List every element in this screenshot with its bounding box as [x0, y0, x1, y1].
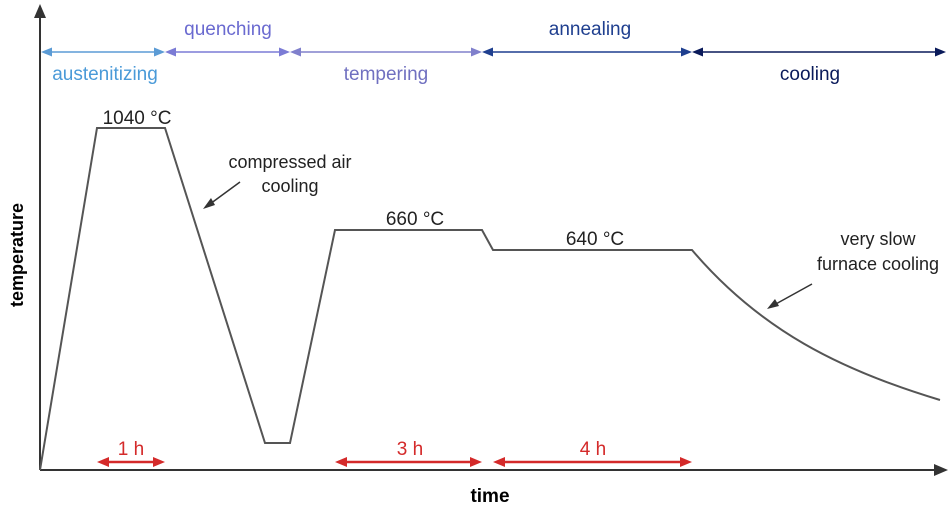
annotation-arrow [773, 283, 813, 306]
temperature-label: 660 °C [386, 209, 444, 230]
duration-label: 4 h [580, 439, 606, 460]
arrowhead [97, 457, 109, 467]
arrowhead [165, 47, 176, 57]
annotation-arrowhead [203, 198, 215, 209]
y-axis-label: temperature [7, 203, 27, 307]
phase-label: annealing [549, 19, 631, 40]
arrowhead [279, 47, 290, 57]
duration-label: 1 h [118, 439, 144, 460]
temperature-curve [39, 127, 941, 471]
arrowhead [335, 457, 347, 467]
arrowhead [482, 47, 493, 57]
annotation: cooling [261, 176, 318, 196]
phase-label: austenitizing [52, 64, 158, 85]
arrowhead [471, 47, 482, 57]
y-axis-arrow [34, 4, 46, 18]
arrowhead [470, 457, 482, 467]
phase-label: quenching [184, 19, 272, 40]
annotation-arrowhead [767, 299, 779, 309]
arrowhead [290, 47, 301, 57]
arrowhead [153, 457, 165, 467]
arrowhead [692, 47, 703, 57]
shapes [34, 4, 948, 476]
arrowhead [41, 47, 52, 57]
arrowhead [681, 47, 692, 57]
x-axis-label: time [470, 486, 509, 507]
annotation: compressed air [228, 152, 351, 172]
annotation: very slow [840, 229, 916, 249]
phase-label: cooling [780, 64, 840, 85]
arrowhead [935, 47, 946, 57]
temperature-label: 640 °C [566, 229, 624, 250]
annotation-arrow [209, 181, 241, 205]
annotation: furnace cooling [817, 254, 939, 274]
duration-label: 3 h [397, 439, 423, 460]
arrowhead [680, 457, 692, 467]
phase-label: tempering [344, 64, 429, 85]
x-axis-arrow [934, 464, 948, 476]
arrowhead [154, 47, 165, 57]
temperature-label: 1040 °C [103, 108, 172, 129]
arrowhead [493, 457, 505, 467]
